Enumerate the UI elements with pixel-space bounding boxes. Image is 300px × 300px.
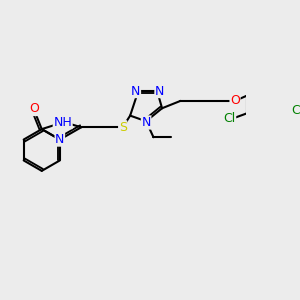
Text: O: O (230, 94, 240, 107)
Text: N: N (155, 85, 164, 98)
Text: O: O (29, 103, 39, 116)
Text: N: N (131, 85, 140, 98)
Text: Cl: Cl (224, 112, 236, 125)
Text: N: N (55, 133, 64, 146)
Text: S: S (119, 121, 127, 134)
Text: Cl: Cl (292, 104, 300, 118)
Text: NH: NH (53, 116, 72, 129)
Text: N: N (141, 116, 151, 129)
